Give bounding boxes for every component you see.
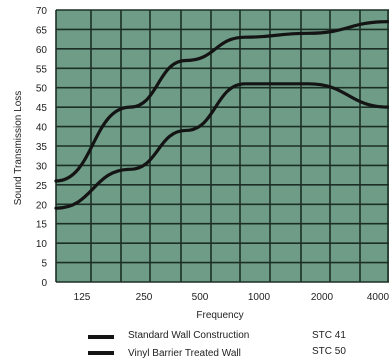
series-line-0 bbox=[54, 82, 389, 210]
y-tick-labels: 0 5 10 15 20 25 30 35 40 45 50 55 60 65 70 bbox=[36, 6, 48, 289]
y-tick-label: 5 bbox=[41, 259, 47, 270]
y-tick-label: 45 bbox=[36, 103, 48, 114]
y-tick-label: 20 bbox=[36, 200, 48, 211]
x-axis-label: Frequency bbox=[196, 310, 243, 321]
y-tick-label: 25 bbox=[36, 181, 48, 192]
y-tick-label: 55 bbox=[36, 64, 48, 75]
x-tick-labels: 125 250 500 1000 2000 4000 bbox=[74, 292, 389, 303]
x-tick-label: 2000 bbox=[311, 292, 334, 303]
legend-label-standard: Standard Wall Construction bbox=[128, 330, 249, 341]
y-tick-label: 65 bbox=[36, 25, 48, 36]
y-tick-label: 0 bbox=[41, 278, 47, 289]
x-tick-label: 250 bbox=[136, 292, 153, 303]
x-tick-label: 125 bbox=[74, 292, 91, 303]
x-tick-label: 500 bbox=[192, 292, 209, 303]
x-tick-label: 1000 bbox=[248, 292, 271, 303]
legend-stc-vinyl: STC 50 bbox=[312, 346, 346, 357]
legend-label-vinyl: Vinyl Barrier Treated Wall bbox=[128, 348, 241, 359]
legend: Standard Wall Construction STC 41 Vinyl … bbox=[88, 330, 346, 359]
series-line-1 bbox=[54, 20, 389, 183]
y-tick-label: 10 bbox=[36, 239, 48, 250]
y-axis-label: Sound Transmission Loss bbox=[13, 91, 24, 206]
x-tick-label: 4000 bbox=[367, 292, 389, 303]
y-tick-label: 60 bbox=[36, 45, 48, 56]
y-tick-label: 30 bbox=[36, 161, 48, 172]
y-tick-label: 35 bbox=[36, 142, 48, 153]
series-lines bbox=[54, 20, 389, 210]
y-tick-label: 50 bbox=[36, 84, 48, 95]
y-tick-label: 40 bbox=[36, 123, 48, 134]
legend-stc-standard: STC 41 bbox=[312, 330, 346, 341]
y-tick-label: 15 bbox=[36, 220, 48, 231]
y-tick-label: 70 bbox=[36, 6, 48, 17]
